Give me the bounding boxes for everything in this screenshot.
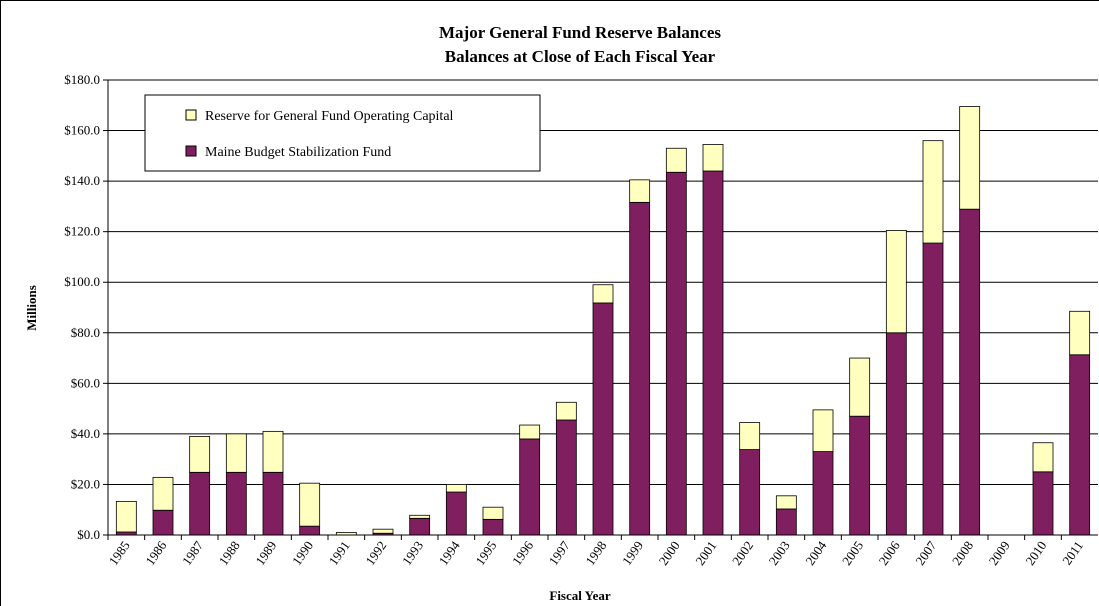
bar-segment bbox=[482, 506, 504, 520]
legend-swatch bbox=[185, 145, 197, 157]
bar-segment bbox=[1032, 471, 1054, 536]
bar-segment bbox=[922, 140, 944, 244]
bar-segment bbox=[922, 242, 944, 536]
y-tick-label: $40.0 bbox=[71, 426, 100, 441]
bar-segment bbox=[445, 491, 467, 536]
bar-segment bbox=[555, 401, 577, 421]
bar-segment bbox=[519, 438, 541, 536]
bar-segment bbox=[262, 430, 284, 473]
y-tick-label: $80.0 bbox=[71, 325, 100, 340]
legend-label: Reserve for General Fund Operating Capit… bbox=[205, 109, 454, 124]
y-axis-label: Millions bbox=[24, 285, 39, 331]
bar-segment bbox=[702, 144, 724, 172]
bar-segment bbox=[519, 424, 541, 440]
bar-segment bbox=[262, 471, 284, 536]
legend-box bbox=[144, 94, 541, 172]
bar-segment bbox=[1032, 442, 1054, 473]
bar-segment bbox=[445, 484, 467, 493]
bar-segment bbox=[775, 508, 797, 536]
y-tick-label: $0.0 bbox=[77, 527, 100, 542]
y-tick-label: $120.0 bbox=[64, 224, 100, 239]
bar-segment bbox=[152, 476, 174, 511]
y-tick-label: $160.0 bbox=[64, 123, 100, 138]
bar-segment bbox=[885, 230, 907, 334]
legend-swatch bbox=[185, 109, 197, 121]
bar-segment bbox=[885, 332, 907, 536]
bar-segment bbox=[189, 436, 211, 473]
bar-segment bbox=[1069, 310, 1091, 356]
bar-segment bbox=[739, 422, 761, 450]
bar-segment bbox=[115, 500, 137, 533]
bar-segment bbox=[592, 284, 614, 304]
bar-segment bbox=[152, 509, 174, 536]
chart-subtitle: Balances at Close of Each Fiscal Year bbox=[445, 47, 716, 66]
bar-segment bbox=[629, 201, 651, 536]
bar-segment bbox=[409, 514, 431, 519]
y-tick-label: $20.0 bbox=[71, 476, 100, 491]
bar-segment bbox=[812, 451, 834, 536]
bar-segment bbox=[702, 170, 724, 536]
bar-segment bbox=[849, 357, 871, 417]
bar-segment bbox=[555, 419, 577, 536]
bar-segment bbox=[225, 433, 247, 473]
x-axis-label: Fiscal Year bbox=[549, 588, 610, 603]
bar-segment bbox=[849, 415, 871, 536]
y-tick-label: $100.0 bbox=[64, 274, 100, 289]
bar-segment bbox=[409, 517, 431, 536]
y-tick-label: $180.0 bbox=[64, 72, 100, 87]
bar-segment bbox=[812, 409, 834, 452]
chart-title: Major General Fund Reserve Balances bbox=[439, 23, 721, 42]
bar-segment bbox=[665, 171, 687, 536]
bar-segment bbox=[629, 179, 651, 203]
bar-segment bbox=[482, 518, 504, 536]
bar-segment bbox=[665, 147, 687, 173]
bar-segment bbox=[189, 471, 211, 536]
bar-segment bbox=[739, 449, 761, 536]
bar-segment bbox=[959, 208, 981, 536]
y-tick-label: $140.0 bbox=[64, 173, 100, 188]
bar-segment bbox=[225, 471, 247, 536]
y-tick-label: $60.0 bbox=[71, 375, 100, 390]
bar-segment bbox=[372, 528, 394, 534]
bar-segment bbox=[775, 495, 797, 510]
bar-segment bbox=[1069, 354, 1091, 536]
bar-segment bbox=[299, 525, 321, 536]
bar-segment bbox=[592, 302, 614, 536]
bar-segment bbox=[299, 482, 321, 527]
bar-segment bbox=[959, 106, 981, 210]
legend-label: Maine Budget Stabilization Fund bbox=[205, 145, 391, 160]
